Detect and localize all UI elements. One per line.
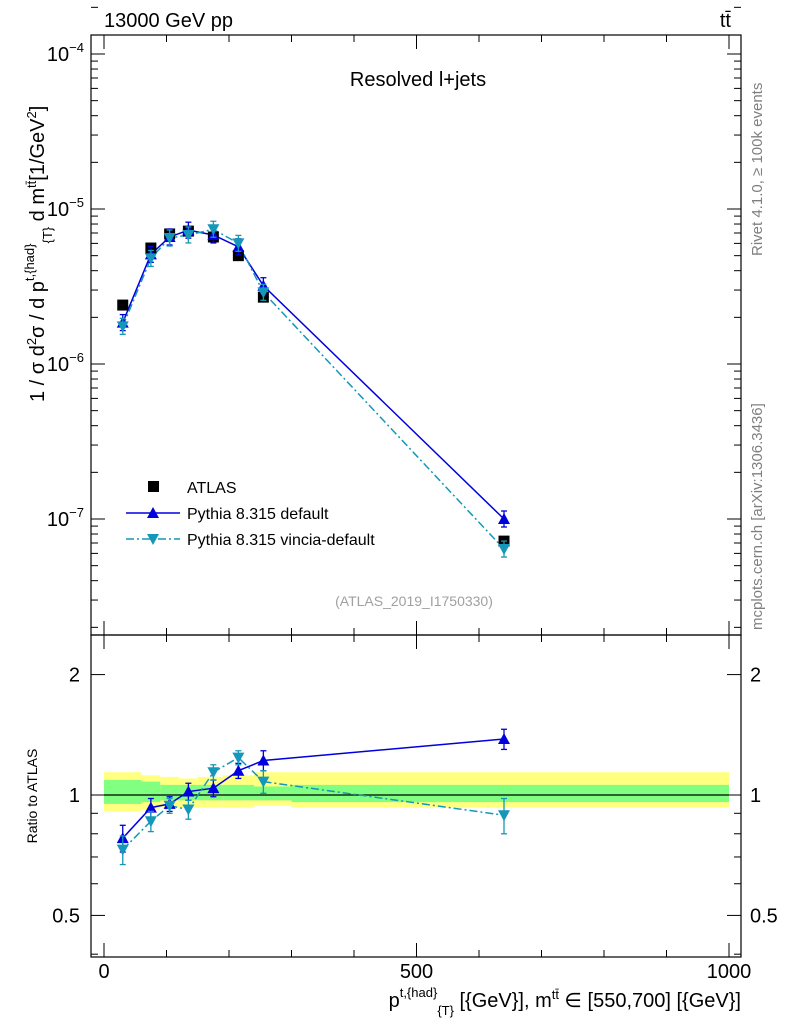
rivet-version-label: Rivet 4.1.0, ≥ 100k events bbox=[749, 83, 766, 256]
header-process-label: tt̄ bbox=[720, 10, 732, 32]
main-point-vincia bbox=[232, 238, 245, 250]
ratio-y-tick-label-right: 0.5 bbox=[750, 905, 778, 927]
legend-vincia-label: Pythia 8.315 vincia-default bbox=[187, 532, 375, 549]
main-series-lines bbox=[122, 228, 505, 550]
main-point-vincia bbox=[257, 287, 270, 299]
ratio-panel: 2 2 1 1 0.5 0.5 Ratio to ATLAS bbox=[24, 634, 778, 958]
main-point-default bbox=[498, 513, 510, 524]
main-y-tick-labels: 10−4 10−5 10−6 10−7 bbox=[47, 40, 84, 531]
ratio-band-inner bbox=[222, 784, 254, 801]
x-tick-label: 0 bbox=[98, 961, 109, 983]
ratio-point-vincia bbox=[232, 752, 245, 764]
ratio-band-inner bbox=[160, 784, 179, 801]
ratio-point-default bbox=[232, 764, 245, 776]
ratio-y-tick-label: 2 bbox=[69, 665, 80, 687]
header-energy-label: 13000 GeV pp bbox=[104, 10, 233, 32]
ratio-band-inner bbox=[141, 781, 161, 803]
ratio-series-markers bbox=[116, 728, 510, 866]
main-line-vincia bbox=[122, 228, 505, 550]
main-y-tick-label: 10−5 bbox=[47, 195, 84, 221]
main-point-vincia bbox=[207, 224, 220, 236]
main-y-tick-label: 10−6 bbox=[47, 350, 84, 376]
main-point-vincia bbox=[182, 229, 195, 241]
legend-vincia-marker bbox=[147, 534, 159, 545]
legend-item-default: Pythia 8.315 default bbox=[126, 506, 329, 523]
legend-item-atlas: ATLAS bbox=[148, 480, 237, 497]
x-tick-label: 1000 bbox=[707, 961, 752, 983]
ratio-axis-ticks bbox=[91, 635, 741, 957]
ratio-y-tick-label: 0.5 bbox=[52, 905, 80, 927]
ratio-band-inner bbox=[291, 784, 729, 803]
ratio-band-inner bbox=[254, 786, 292, 801]
main-y-tick-label: 10−7 bbox=[47, 505, 84, 531]
ratio-y-tick-label-right: 1 bbox=[750, 785, 761, 807]
ratio-point-vincia bbox=[116, 844, 129, 856]
ratio-band-inner bbox=[104, 780, 142, 804]
main-point-vincia bbox=[144, 253, 157, 265]
legend-default-label: Pythia 8.315 default bbox=[187, 506, 329, 523]
ratio-y-tick-labels: 2 2 1 1 0.5 0.5 bbox=[52, 665, 778, 928]
ratio-point-vincia bbox=[498, 810, 510, 822]
main-axis-ticks bbox=[91, 6, 741, 635]
legend-default-marker bbox=[147, 507, 159, 518]
ratio-point-vincia bbox=[144, 816, 157, 828]
ratio-point-vincia bbox=[163, 800, 176, 812]
x-tick-label: 500 bbox=[400, 961, 433, 983]
legend-item-vincia: Pythia 8.315 vincia-default bbox=[126, 532, 375, 549]
x-tick-labels: 0 500 1000 bbox=[98, 961, 751, 983]
ratio-point-default bbox=[182, 785, 195, 797]
main-point-vincia bbox=[116, 321, 129, 333]
ratio-point-default bbox=[498, 733, 510, 745]
ratio-point-default bbox=[257, 754, 270, 766]
chart-title: Resolved l+jets bbox=[350, 69, 486, 91]
analysis-id-label: (ATLAS_2019_I1750330) bbox=[335, 593, 493, 609]
main-y-tick-label: 10−4 bbox=[47, 40, 84, 66]
main-point-atlas bbox=[117, 299, 129, 311]
ratio-point-vincia bbox=[182, 804, 195, 816]
main-panel: Resolved l+jets (ATLAS_2019_I1750330) 10… bbox=[22, 6, 742, 636]
ratio-uncertainty-bands bbox=[104, 772, 729, 812]
ratio-point-default bbox=[207, 782, 220, 794]
main-point-vincia bbox=[163, 232, 176, 244]
legend: ATLAS Pythia 8.315 default Pythia 8.315 … bbox=[126, 480, 375, 549]
ratio-y-tick-label: 1 bbox=[69, 785, 80, 807]
ratio-point-default bbox=[144, 801, 157, 813]
ratio-y-axis-label: Ratio to ATLAS bbox=[24, 749, 40, 844]
ratio-point-vincia bbox=[207, 767, 220, 779]
main-series-markers bbox=[116, 220, 510, 558]
legend-atlas-label: ATLAS bbox=[187, 480, 237, 497]
legend-atlas-marker bbox=[148, 481, 159, 492]
ratio-frame bbox=[90, 634, 742, 958]
x-axis-label: pt,{had}{T} [{GeV}], mtt̄ ∈ [550,700] [{… bbox=[389, 985, 741, 1018]
ratio-point-vincia bbox=[257, 776, 270, 788]
main-point-atlas bbox=[232, 250, 244, 262]
main-point-vincia bbox=[498, 544, 510, 556]
main-line-default bbox=[122, 229, 505, 520]
mcplots-label: mcplots.cern.ch [arXiv:1306.3436] bbox=[749, 403, 766, 630]
ratio-y-tick-label-right: 2 bbox=[750, 665, 761, 687]
